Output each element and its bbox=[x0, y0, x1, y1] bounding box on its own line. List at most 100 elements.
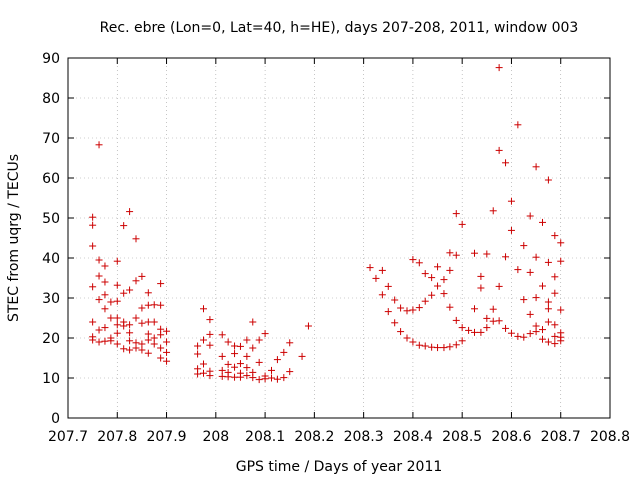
data-point bbox=[446, 303, 454, 311]
data-point bbox=[231, 373, 239, 381]
data-point bbox=[206, 330, 214, 338]
data-point bbox=[421, 342, 429, 350]
data-point bbox=[477, 328, 485, 336]
data-point bbox=[483, 250, 491, 258]
data-point bbox=[538, 335, 546, 343]
data-point bbox=[200, 369, 207, 377]
y-tick-label: 80 bbox=[42, 91, 60, 107]
data-point bbox=[89, 221, 97, 229]
data-point bbox=[132, 235, 140, 243]
y-tick-label: 90 bbox=[42, 51, 60, 67]
data-point bbox=[557, 257, 565, 265]
data-point bbox=[138, 272, 146, 280]
x-tick-label: 208.6 bbox=[491, 429, 531, 445]
axis-ticks bbox=[67, 57, 611, 419]
data-point bbox=[415, 259, 423, 267]
data-point bbox=[403, 334, 411, 342]
data-point bbox=[150, 301, 158, 309]
data-point bbox=[428, 343, 436, 351]
data-point bbox=[391, 319, 399, 327]
x-tick-label: 208.7 bbox=[541, 429, 581, 445]
data-point bbox=[440, 290, 448, 298]
data-point bbox=[280, 374, 288, 382]
data-point bbox=[113, 340, 121, 348]
y-axis-label: STEC from uqrg / TECUs bbox=[6, 154, 22, 322]
data-point bbox=[200, 336, 207, 344]
data-point bbox=[471, 305, 478, 313]
data-point bbox=[428, 291, 436, 299]
x-tick-label: 207.9 bbox=[146, 429, 186, 445]
data-point bbox=[372, 274, 380, 282]
data-point bbox=[483, 324, 491, 332]
data-point bbox=[101, 324, 109, 332]
data-point bbox=[144, 318, 152, 326]
data-point bbox=[532, 328, 540, 336]
data-point bbox=[89, 283, 97, 291]
data-point bbox=[495, 282, 503, 290]
data-point bbox=[514, 121, 522, 129]
data-point bbox=[95, 326, 103, 334]
data-point bbox=[366, 264, 374, 272]
data-point bbox=[132, 277, 140, 285]
data-point bbox=[113, 314, 121, 322]
data-point bbox=[144, 289, 152, 297]
data-point bbox=[477, 284, 485, 292]
data-point bbox=[150, 318, 158, 326]
data-point bbox=[243, 352, 251, 360]
data-point bbox=[273, 356, 281, 364]
data-point bbox=[267, 366, 275, 374]
data-point bbox=[107, 314, 115, 322]
data-point bbox=[507, 226, 515, 234]
data-point bbox=[452, 210, 460, 218]
data-point bbox=[163, 348, 171, 356]
data-point bbox=[526, 310, 534, 318]
data-point bbox=[489, 305, 497, 313]
data-point bbox=[150, 340, 158, 348]
data-point bbox=[452, 341, 460, 349]
data-point bbox=[89, 336, 97, 344]
data-point bbox=[465, 326, 473, 334]
data-point bbox=[403, 307, 411, 315]
data-point bbox=[126, 346, 134, 354]
data-point bbox=[255, 376, 263, 384]
data-point bbox=[95, 141, 103, 149]
x-tick-label: 208.3 bbox=[344, 429, 384, 445]
data-point bbox=[231, 363, 239, 371]
data-point bbox=[397, 304, 405, 312]
data-point bbox=[544, 318, 552, 326]
data-point bbox=[126, 329, 134, 337]
data-point bbox=[471, 328, 478, 336]
data-point bbox=[138, 346, 146, 354]
data-point bbox=[231, 350, 239, 358]
data-point bbox=[194, 342, 202, 350]
data-point bbox=[144, 349, 152, 357]
data-point bbox=[520, 242, 528, 250]
data-point bbox=[243, 364, 251, 372]
data-point bbox=[526, 268, 534, 276]
data-point bbox=[495, 64, 503, 72]
data-point bbox=[157, 280, 165, 288]
data-point bbox=[446, 343, 454, 351]
data-point bbox=[120, 289, 128, 297]
y-tick-label: 20 bbox=[42, 331, 60, 347]
data-point bbox=[150, 334, 158, 342]
data-point bbox=[489, 317, 497, 325]
data-point bbox=[157, 354, 165, 362]
data-point bbox=[101, 337, 109, 345]
data-point bbox=[101, 305, 109, 313]
data-point bbox=[120, 322, 128, 330]
data-point bbox=[126, 337, 134, 345]
data-point bbox=[526, 330, 534, 338]
data-point bbox=[458, 220, 466, 228]
data-point bbox=[378, 266, 386, 274]
data-point bbox=[551, 340, 559, 348]
data-point bbox=[206, 341, 214, 349]
data-point bbox=[483, 314, 491, 322]
data-point bbox=[286, 368, 294, 376]
data-point bbox=[384, 282, 392, 290]
data-point bbox=[126, 286, 134, 294]
data-point bbox=[280, 348, 288, 356]
data-point bbox=[200, 360, 207, 368]
data-point bbox=[421, 297, 429, 305]
data-point bbox=[267, 374, 275, 382]
